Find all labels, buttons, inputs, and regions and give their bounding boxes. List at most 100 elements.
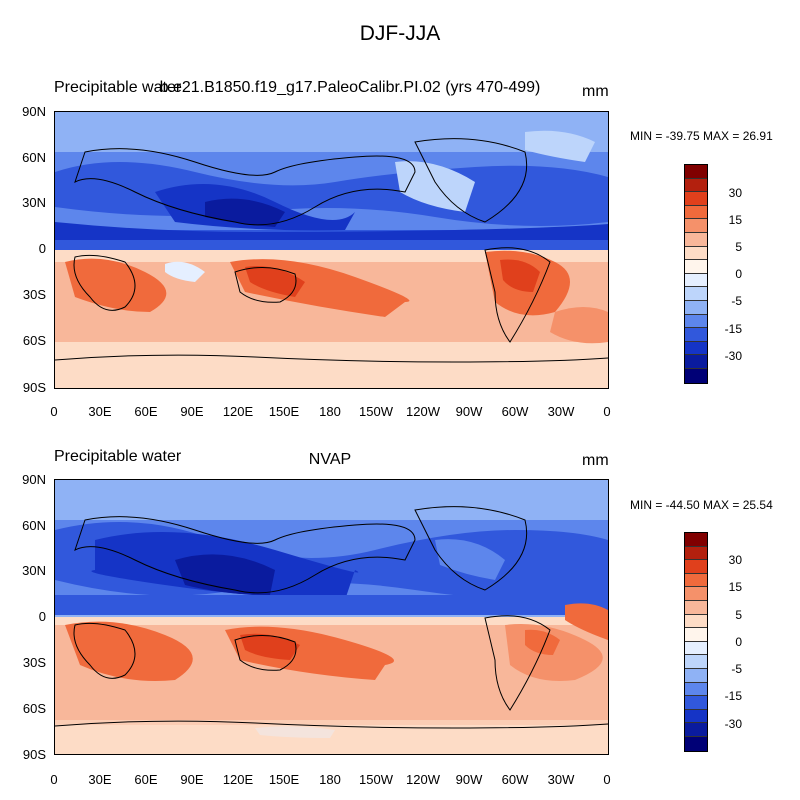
colorbar <box>684 532 708 752</box>
lon-tick-label: 0 <box>603 772 611 787</box>
panel-units: mm <box>582 452 609 469</box>
map-plot-area <box>54 111 609 389</box>
lon-tick-label: 30E <box>88 404 112 419</box>
map-plot-area <box>54 479 609 755</box>
colorbar-tick-label: -5 <box>731 294 742 308</box>
colorbar-box <box>685 655 707 669</box>
lat-tick-label: 90S <box>22 380 46 395</box>
colorbar-box <box>685 533 707 547</box>
lon-tick-label: 120W <box>406 772 440 787</box>
lon-tick-label: 30W <box>547 772 575 787</box>
lat-tick-label: 60N <box>22 518 46 533</box>
lat-tick-label: 60N <box>22 150 46 165</box>
lat-tick-label: 90N <box>22 472 46 487</box>
lon-tick-label: 90E <box>180 772 204 787</box>
colorbar-tick-label: 15 <box>728 580 742 594</box>
lon-tick-label: 120W <box>406 404 440 419</box>
panel-center-title: NVAP <box>308 451 352 468</box>
lon-tick-label: 150W <box>359 404 393 419</box>
lon-tick-label: 30E <box>88 772 112 787</box>
lon-tick-label: 120E <box>222 404 254 419</box>
colorbar <box>684 164 708 384</box>
lat-tick-label: 90N <box>22 104 46 119</box>
lat-tick-label: 60S <box>22 701 46 716</box>
lat-tick-label: 60S <box>22 333 46 348</box>
colorbar-box <box>685 246 707 261</box>
colorbar-box <box>685 641 707 656</box>
colorbar-box <box>685 341 707 356</box>
lon-tick-label: 0 <box>603 404 611 419</box>
colorbar-tick-label: -15 <box>724 322 742 336</box>
colorbar-box <box>685 560 707 574</box>
colorbar-box <box>685 709 707 724</box>
colorbar-box <box>685 328 707 342</box>
colorbar-box <box>685 260 707 274</box>
panel-left-title: Precipitable water <box>54 448 182 465</box>
colorbar-tick-label: 0 <box>735 635 742 649</box>
lat-tick-label: 30S <box>22 655 46 670</box>
lon-tick-label: 60E <box>134 404 158 419</box>
lat-tick-label: 30S <box>22 287 46 302</box>
lon-tick-label: 60W <box>501 772 529 787</box>
lon-tick-label: 90W <box>455 404 483 419</box>
colorbar-box <box>685 232 707 247</box>
lat-tick-label: 30N <box>22 195 46 210</box>
min-max-label: MIN = -39.75 MAX = 26.91 <box>630 129 773 143</box>
colorbar-box <box>685 205 707 220</box>
lon-tick-label: 180 <box>319 404 341 419</box>
colorbar-tick-label: -30 <box>724 717 742 731</box>
lon-tick-label: 90W <box>455 772 483 787</box>
colorbar-box <box>685 668 707 683</box>
colorbar-box <box>685 546 707 561</box>
colorbar-box <box>685 628 707 642</box>
lon-tick-label: 60W <box>501 404 529 419</box>
colorbar-box <box>685 696 707 710</box>
figure-title: DJF-JJA <box>359 22 441 45</box>
lon-tick-label: 120E <box>222 772 254 787</box>
colorbar-box <box>685 682 707 697</box>
colorbar-tick-label: 30 <box>728 186 742 200</box>
lat-tick-label: 30N <box>22 563 46 578</box>
colorbar-tick-label: 0 <box>735 267 742 281</box>
lat-tick-label: 0 <box>38 609 46 624</box>
colorbar-box <box>685 300 707 315</box>
colorbar-box <box>685 614 707 629</box>
colorbar-box <box>685 573 707 588</box>
lon-tick-label: 180 <box>319 772 341 787</box>
min-max-label: MIN = -44.50 MAX = 25.54 <box>630 498 773 512</box>
colorbar-tick-label: -5 <box>731 662 742 676</box>
lon-tick-label: 30W <box>547 404 575 419</box>
colorbar-tick-label: 30 <box>728 553 742 567</box>
lat-tick-label: 0 <box>38 241 46 256</box>
panel-center-title: b.e21.B1850.f19_g17.PaleoCalibr.PI.02 (y… <box>159 79 541 96</box>
colorbar-box <box>685 192 707 206</box>
colorbar-box <box>685 368 707 383</box>
lon-tick-label: 0 <box>50 404 58 419</box>
colorbar-box <box>685 355 707 369</box>
lat-tick-label: 90S <box>22 747 46 762</box>
colorbar-box <box>685 723 707 737</box>
lon-tick-label: 150E <box>268 772 300 787</box>
contour-map <box>55 112 608 388</box>
colorbar-tick-label: -30 <box>724 349 742 363</box>
colorbar-box <box>685 287 707 301</box>
colorbar-box <box>685 273 707 288</box>
lon-tick-label: 0 <box>50 772 58 787</box>
colorbar-tick-label: 15 <box>728 213 742 227</box>
colorbar-tick-label: 5 <box>735 240 742 254</box>
lon-tick-label: 150W <box>359 772 393 787</box>
colorbar-box <box>685 600 707 615</box>
colorbar-tick-label: 5 <box>735 608 742 622</box>
contour-map <box>55 480 608 754</box>
colorbar-box <box>685 219 707 233</box>
lon-tick-label: 150E <box>268 404 300 419</box>
panel-left-title: Precipitable water <box>54 79 182 96</box>
colorbar-box <box>685 178 707 193</box>
lon-tick-label: 60E <box>134 772 158 787</box>
colorbar-box <box>685 587 707 601</box>
colorbar-tick-label: -15 <box>724 689 742 703</box>
lon-tick-label: 90E <box>180 404 204 419</box>
colorbar-box <box>685 736 707 751</box>
colorbar-box <box>685 165 707 179</box>
panel-units: mm <box>582 83 609 100</box>
